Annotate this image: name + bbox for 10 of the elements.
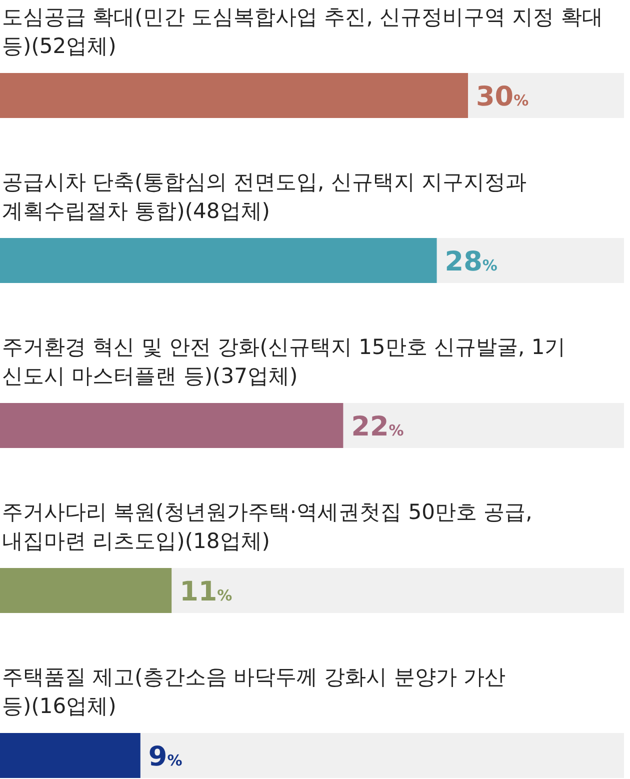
value-label: 22% <box>351 412 404 442</box>
value-label: 11% <box>180 576 232 608</box>
value-label: 28% <box>444 246 498 278</box>
value-label: 30% <box>476 82 529 112</box>
category-label: 주택품질 제고(층간소음 바닥두께 강화시 분양가 가산 등)(16업체) <box>2 665 506 718</box>
category-label: 주거사다리 복원(청년원가주택·역세권첫집 50만호 공급, 내집마련 리츠도입)(18업체) <box>2 500 532 553</box>
category-label: 주거환경 혁신 및 안전 강화(신규택지 15만호 신규발굴, 1기 신도시 마스터플랜 등)(37업체) <box>2 335 566 388</box>
category-label: 공급시차 단축(통합심의 전면도입, 신규택지 지구지정과 계획수립절차 통합)(48업체) <box>2 170 527 223</box>
value-label: 9% <box>148 742 182 772</box>
category-label: 도심공급 확대(민간 도심복합사업 추진, 신규정비구역 지정 확대 등)(52업체) <box>2 5 603 58</box>
